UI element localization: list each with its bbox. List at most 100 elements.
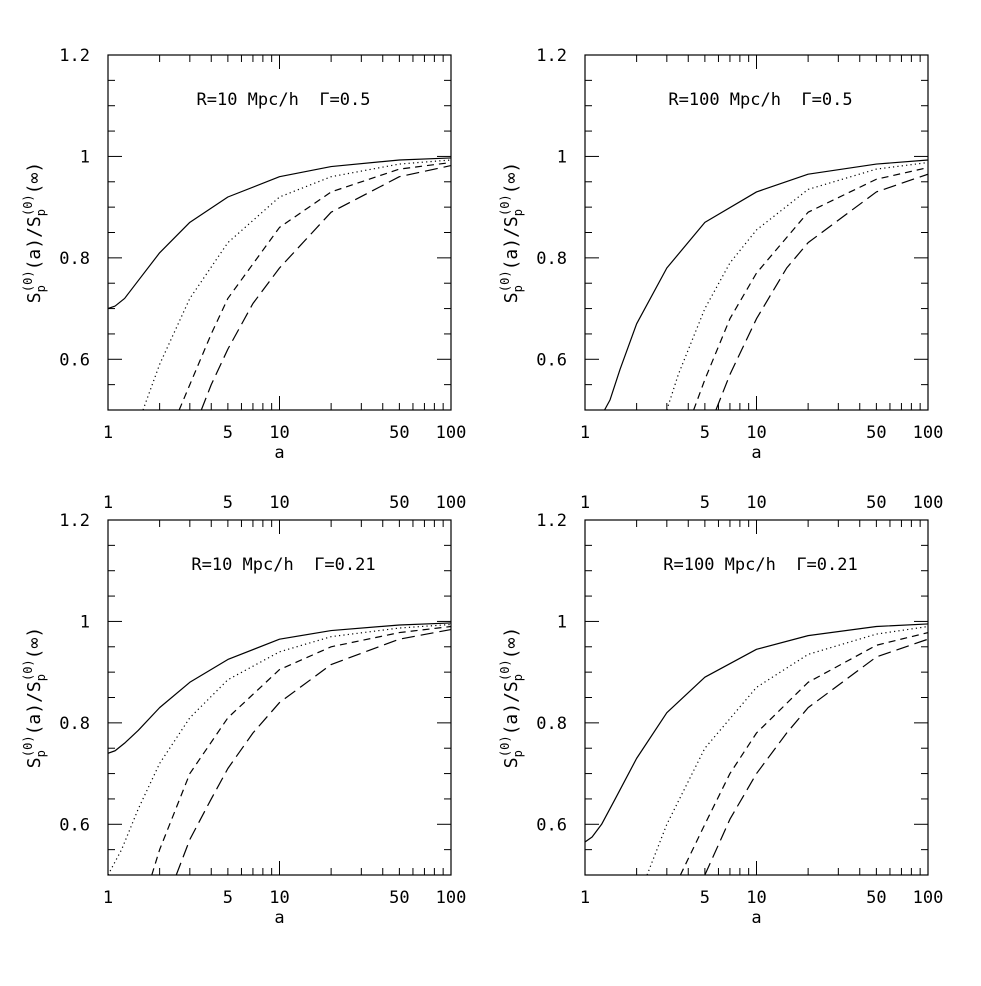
y-tick-label: 0.8	[59, 249, 90, 269]
y-axis-label-part: (a)/S	[24, 216, 45, 270]
y-tick-label: 0.6	[536, 815, 567, 835]
y-tick-label: 0.8	[59, 714, 90, 734]
y-axis-label-part: S	[501, 292, 522, 303]
y-axis-label-part: p	[34, 674, 48, 681]
y-axis-label: Sp(0)(a)/Sp(0)(∞)	[498, 627, 525, 768]
y-axis-label: Sp(0)(a)/Sp(0)(∞)	[498, 162, 525, 303]
y-axis-label: Sp(0)(a)/Sp(0)(∞)	[21, 162, 48, 303]
x-axis-label: a	[751, 443, 761, 463]
x-tick-label: 50	[866, 423, 886, 443]
x-tick-label: 50	[866, 888, 886, 908]
series-line-solid	[108, 157, 451, 310]
series-line-solid	[108, 622, 451, 754]
y-axis-label-part: p	[511, 285, 525, 292]
x-tick-label: 5	[223, 888, 233, 908]
y-tick-label: 0.6	[536, 350, 567, 370]
y-axis-label-part: (a)/S	[501, 681, 522, 735]
y-tick-label: 1.2	[59, 511, 90, 531]
top-axis-label: 5	[700, 493, 710, 513]
y-axis-label: Sp(0)(a)/Sp(0)(∞)	[21, 627, 48, 768]
x-tick-label: 1	[103, 423, 113, 443]
y-axis-label-part: (0)	[498, 735, 512, 757]
x-tick-label: 50	[389, 888, 409, 908]
y-axis-label-part: (∞)	[24, 162, 45, 195]
series-line-solid	[604, 159, 928, 410]
y-tick-label: 1.2	[59, 46, 90, 66]
series-line-dotted	[646, 625, 928, 875]
series-line-long-dashed	[200, 164, 451, 410]
y-axis-label-part: (a)/S	[24, 681, 45, 735]
y-axis-label-part: p	[34, 750, 48, 757]
y-axis-label-part: (∞)	[501, 162, 522, 195]
y-axis-label-part: S	[501, 757, 522, 768]
y-tick-label: 0.6	[59, 815, 90, 835]
x-tick-label: 100	[913, 423, 944, 443]
series-line-solid	[585, 623, 928, 843]
x-tick-label: 50	[389, 423, 409, 443]
series-line-short-dashed	[178, 161, 451, 410]
y-axis-label-part: (0)	[21, 194, 35, 216]
top-axis-label: 50	[389, 493, 409, 513]
series-line-short-dashed	[151, 625, 451, 875]
y-axis-label-part: (0)	[498, 270, 512, 292]
panel-2: 1 5 10 50 1000.60.811.2aSp(0)(a)/Sp(0)(∞)R=1…	[498, 46, 943, 463]
y-axis-label-part: p	[34, 209, 48, 216]
series-line-dotted	[666, 161, 928, 410]
y-tick-label: 1	[557, 147, 567, 167]
y-tick-label: 1	[557, 612, 567, 632]
y-axis-label-part: p	[511, 750, 525, 757]
x-axis-label: a	[751, 908, 761, 928]
top-axis-label: 100	[436, 493, 467, 513]
series-line-short-dashed	[679, 632, 928, 875]
series-line-dotted	[108, 623, 451, 875]
y-axis-label-part: p	[511, 674, 525, 681]
x-tick-label: 100	[436, 423, 467, 443]
x-tick-label: 5	[700, 423, 710, 443]
x-tick-label: 100	[436, 888, 467, 908]
y-tick-label: 1.2	[536, 511, 567, 531]
panel-annotation: R=10 Mpc/h Γ=0.5	[197, 90, 371, 110]
y-tick-label: 1.2	[536, 46, 567, 66]
x-axis-label: a	[274, 443, 284, 463]
x-tick-label: 1	[103, 888, 113, 908]
top-axis-label: 100	[913, 493, 944, 513]
x-tick-label: 5	[700, 888, 710, 908]
y-tick-label: 0.8	[536, 249, 567, 269]
y-axis-label-part: (0)	[21, 270, 35, 292]
y-axis-label-part: S	[24, 292, 45, 303]
series-line-short-dashed	[693, 167, 928, 410]
x-tick-label: 5	[223, 423, 233, 443]
y-tick-label: 1	[80, 612, 90, 632]
y-axis-label-part: p	[34, 285, 48, 292]
y-axis-label-part: (0)	[21, 735, 35, 757]
series-line-dotted	[142, 159, 451, 410]
top-axis-label: 50	[866, 493, 886, 513]
series-line-long-dashed	[175, 628, 451, 875]
x-tick-label: 1	[580, 888, 590, 908]
y-axis-label-part: (0)	[498, 659, 512, 681]
panel-1: 1 5 10 50 1000.60.811.2aSp(0)(a)/Sp(0)(∞)R=1…	[21, 46, 466, 463]
y-tick-label: 0.8	[536, 714, 567, 734]
y-tick-label: 1	[80, 147, 90, 167]
y-axis-label-part: (∞)	[501, 627, 522, 660]
x-tick-label: 10	[746, 888, 766, 908]
series-line-long-dashed	[704, 638, 928, 875]
y-axis-label-part: (0)	[21, 659, 35, 681]
top-axis-label: 1	[103, 493, 113, 513]
x-tick-label: 10	[269, 888, 289, 908]
y-axis-label-part: (∞)	[24, 627, 45, 660]
top-axis-label: 5	[223, 493, 233, 513]
y-axis-label-part: (a)/S	[501, 216, 522, 270]
x-tick-label: 10	[269, 423, 289, 443]
x-tick-label: 1	[580, 423, 590, 443]
y-axis-label-part: p	[511, 209, 525, 216]
top-axis-label: 1	[580, 493, 590, 513]
top-axis-label: 10	[269, 493, 289, 513]
y-axis-label-part: (0)	[498, 194, 512, 216]
y-axis-label-part: S	[24, 757, 45, 768]
panel-annotation: R=10 Mpc/h Γ=0.21	[191, 555, 375, 575]
